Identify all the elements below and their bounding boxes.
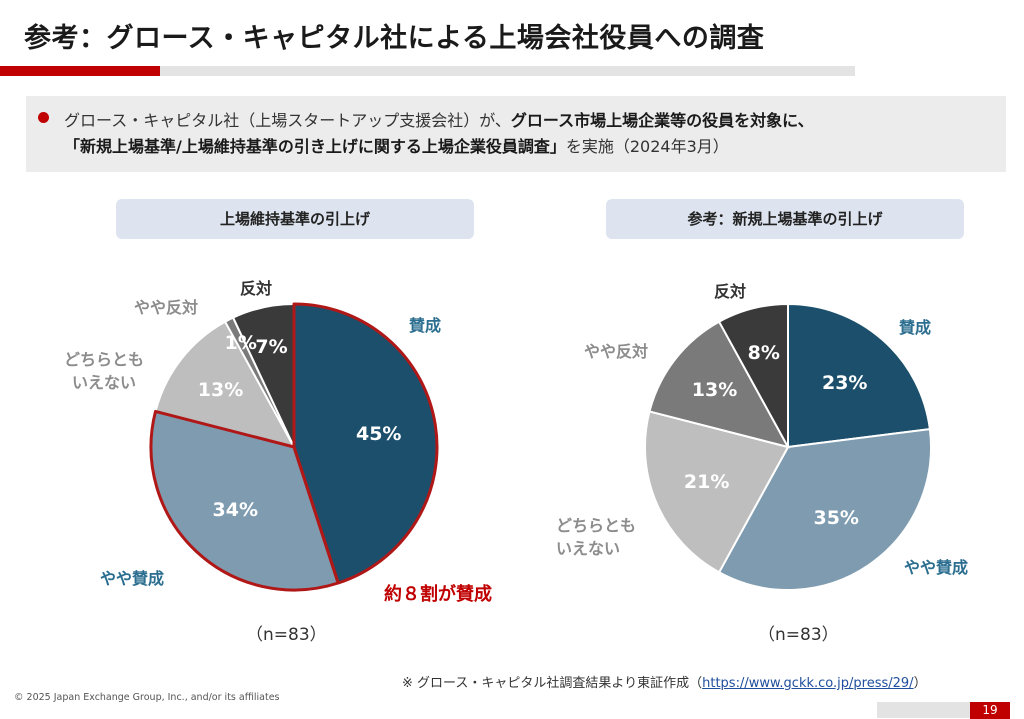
page-number: 19 [970, 702, 1010, 719]
highlight-outline [292, 302, 439, 585]
summary-text: を実施（2024年3月） [565, 137, 729, 156]
chart-title-left: 上場維持基準の引上げ [116, 199, 474, 239]
copyright: © 2025 Japan Exchange Group, Inc., and/o… [14, 692, 280, 703]
summary-line-1: グロース・キャピタル社（上場スタートアップ支援会社）が、グロース市場上場企業等の… [64, 107, 814, 131]
value-label-dochira-right: 21% [683, 471, 730, 494]
bullet-icon [38, 112, 49, 123]
title-underline [0, 66, 855, 76]
label-yaya-hantai-right: やや反対 [584, 342, 649, 361]
sample-size-right: （n=83） [758, 625, 839, 645]
pie-slice-hantai-right [717, 302, 789, 448]
summary-box [26, 96, 1006, 172]
footer-bar [877, 702, 970, 718]
chart-title-right: 参考：新規上場基準の引上げ [606, 199, 964, 239]
value-label-hantai-left: 7% [255, 335, 288, 358]
source-link[interactable]: https://www.gckk.co.jp/press/29/ [702, 676, 914, 691]
value-label-dochira-left: 13% [197, 379, 244, 402]
pie-slice-yaya-sansei-right [717, 427, 932, 591]
value-label-yaya-hantai-left: 1% [224, 331, 257, 354]
survey-name: 「新規上場基準/上場維持基準の引き上げに関する上場企業役員調査」 [64, 137, 566, 156]
value-label-yaya-hantai-right: 13% [691, 379, 738, 402]
summary-line-2: 「新規上場基準/上場維持基準の引き上げに関する上場企業役員調査」を実施（2024… [64, 133, 729, 157]
label-dochira-left-2: いえない [72, 373, 137, 392]
label-hantai-right: 反対 [714, 282, 747, 301]
page-title: 参考：グロース・キャピタル社による上場会社役員への調査 [24, 23, 765, 54]
pie-slice-yaya-hantai-right [648, 320, 790, 449]
source-note-close: ） [913, 676, 927, 691]
value-label-yaya-sansei-left: 34% [212, 498, 259, 521]
pie-slice-dochira-left [154, 320, 296, 449]
summary-text: グロース・キャピタル社（上場スタートアップ支援会社）が、 [64, 111, 511, 130]
source-note-text: ※ グロース・キャピタル社調査結果より東証作成（ [402, 676, 703, 691]
pie-chart-right [644, 302, 932, 591]
title-accent-bar [0, 66, 160, 76]
sample-size-left: （n=83） [246, 625, 327, 645]
label-yaya-sansei-right: やや賛成 [904, 558, 969, 577]
value-label-yaya-sansei-right: 35% [813, 506, 859, 529]
value-label-sansei-left: 45% [355, 422, 402, 445]
value-label-sansei-right: 23% [821, 371, 868, 394]
pie-slice-sansei-right [787, 302, 931, 449]
label-yaya-hantai-left: やや反対 [134, 298, 199, 317]
label-sansei-left: 賛成 [409, 316, 442, 335]
label-sansei-right: 賛成 [899, 318, 932, 337]
highlight-outline [149, 409, 340, 592]
value-label-hantai-right: 8% [747, 341, 780, 364]
source-note: ※ グロース・キャピタル社調査結果より東証作成（https://www.gckk… [402, 672, 927, 691]
pie-slice-dochira-right [644, 410, 790, 574]
label-dochira-left-1: どちらとも [64, 350, 145, 369]
pie-chart-left [149, 302, 439, 592]
label-dochira-right-2: いえない [556, 539, 621, 558]
summary-emphasis: グロース市場上場企業等の役員を対象に、 [510, 111, 814, 130]
label-dochira-right-1: どちらとも [556, 516, 637, 535]
label-hantai-left: 反対 [240, 279, 273, 298]
label-yaya-sansei-left: やや賛成 [100, 569, 165, 588]
highlight-annotation: 約８割が賛成 [384, 584, 492, 605]
